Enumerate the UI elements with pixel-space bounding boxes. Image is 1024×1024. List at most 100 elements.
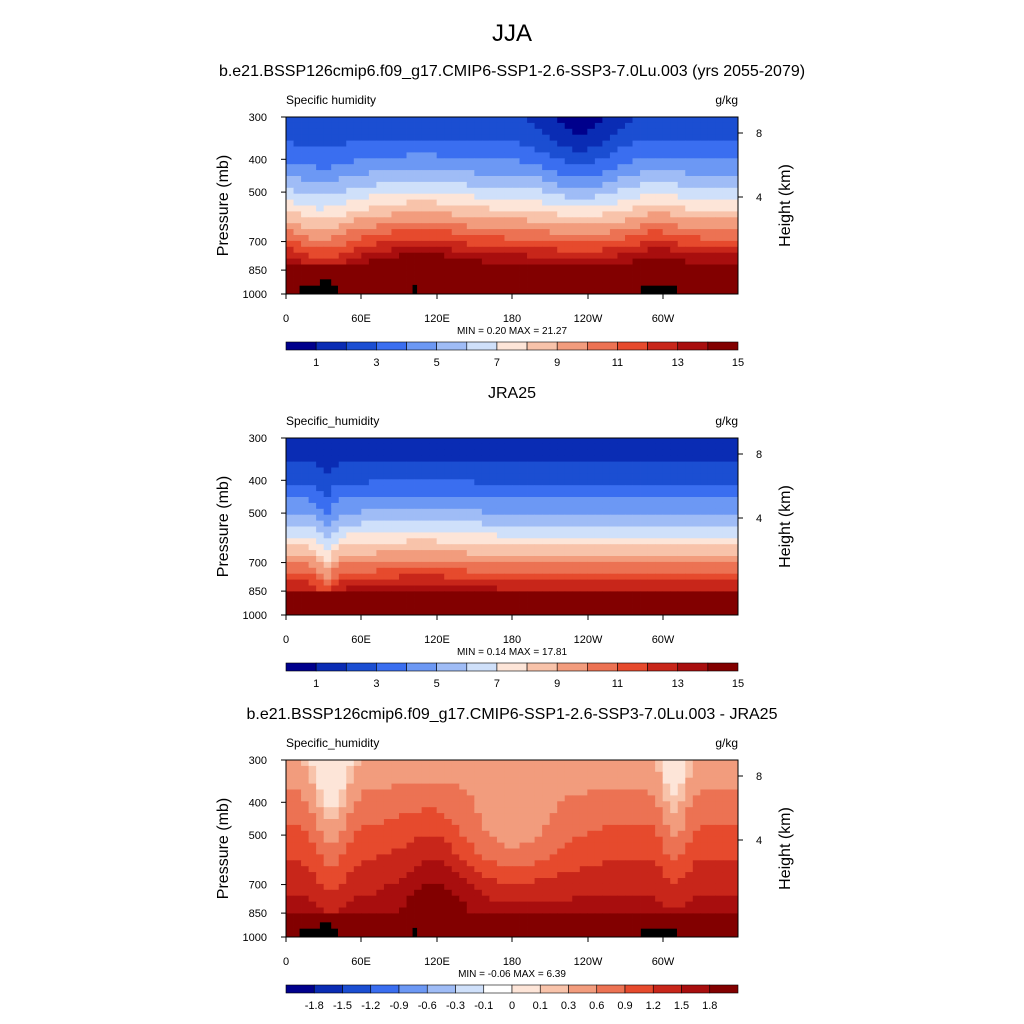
heatmap-cell xyxy=(647,199,656,206)
heatmap-cell xyxy=(308,502,317,510)
heatmap-cell xyxy=(572,252,581,259)
heatmap-cell xyxy=(444,199,453,206)
heatmap-cell xyxy=(572,597,581,604)
heatmap-cell xyxy=(459,246,468,254)
heatmap-cell xyxy=(700,508,709,516)
heatmap-cell xyxy=(609,270,618,277)
heatmap-cell xyxy=(399,170,407,177)
heatmap-cell xyxy=(301,550,309,557)
heatmap-cell xyxy=(474,455,483,462)
heatmap-cell xyxy=(474,461,483,468)
heatmap-cell xyxy=(496,223,505,230)
heatmap-cell xyxy=(436,229,445,236)
heatmap-cell xyxy=(579,556,588,563)
heatmap-cell xyxy=(504,866,513,873)
heatmap-cell xyxy=(647,807,656,814)
heatmap-cell xyxy=(429,538,438,545)
heatmap-cell xyxy=(625,288,633,295)
heatmap-cell xyxy=(429,783,438,790)
heatmap-cell xyxy=(346,187,355,195)
heatmap-cell xyxy=(308,526,317,533)
heatmap-cell xyxy=(534,567,543,575)
heatmap-cell xyxy=(625,193,633,200)
heatmap-cell xyxy=(692,193,701,200)
heatmap-cell xyxy=(338,252,347,259)
heatmap-cell xyxy=(368,288,377,295)
colorbar-swatch xyxy=(285,662,317,672)
heatmap-cell xyxy=(722,526,731,533)
heatmap-cell xyxy=(564,158,573,165)
heatmap-cell xyxy=(564,502,573,510)
heatmap-cell xyxy=(421,229,430,236)
heatmap-cell xyxy=(692,532,701,539)
heatmap-cell xyxy=(677,117,686,124)
heatmap-cell xyxy=(301,866,309,873)
heatmap-cell xyxy=(414,258,422,265)
heatmap-cell xyxy=(383,836,392,843)
heatmap-cell xyxy=(655,229,664,236)
heatmap-cell xyxy=(338,199,347,206)
heatmap-cell xyxy=(293,532,302,539)
heatmap-cell xyxy=(368,789,377,796)
heatmap-cell xyxy=(602,544,611,551)
heatmap-cell xyxy=(361,854,370,861)
heatmap-cell xyxy=(722,146,731,153)
heatmap-cell xyxy=(368,872,377,879)
heatmap-cell xyxy=(451,235,460,242)
panel-3-title: b.e21.BSSP126cmip6.f09_g17.CMIP6-SSP1-2.… xyxy=(246,706,778,723)
heatmap-cell xyxy=(308,567,317,575)
heatmap-cell xyxy=(594,449,603,457)
heatmap-cell xyxy=(564,176,573,183)
heatmap-cell xyxy=(594,497,603,504)
heatmap-cell xyxy=(617,473,626,480)
heatmap-cell xyxy=(670,597,679,604)
heatmap-cell xyxy=(722,152,731,159)
heatmap-cell xyxy=(579,128,588,136)
heatmap-cell xyxy=(685,878,694,885)
heatmap-cell xyxy=(286,538,294,545)
heatmap-cell xyxy=(549,479,558,486)
heatmap-cell xyxy=(286,146,294,153)
heatmap-cell xyxy=(594,455,603,462)
heatmap-cell xyxy=(383,467,392,474)
heatmap-cell xyxy=(429,532,438,539)
heatmap-cell xyxy=(451,824,460,832)
heatmap-cell xyxy=(368,199,377,206)
heatmap-cell xyxy=(338,223,347,230)
heatmap-cell xyxy=(564,842,573,849)
heatmap-cell xyxy=(625,813,633,820)
heatmap-cell xyxy=(632,508,641,516)
heatmap-cell xyxy=(707,842,716,849)
heatmap-cell xyxy=(316,597,325,604)
heatmap-cell xyxy=(655,567,664,575)
heatmap-cell xyxy=(512,854,520,861)
heatmap-cell xyxy=(700,860,709,867)
heatmap-cell xyxy=(331,777,340,784)
heatmap-cell xyxy=(489,801,498,808)
heatmap-cell xyxy=(534,235,543,242)
heatmap-cell xyxy=(557,164,566,171)
heatmap-cell xyxy=(391,813,400,820)
heatmap-cell xyxy=(542,795,551,802)
heatmap-cell xyxy=(685,258,694,265)
heatmap-cell xyxy=(466,199,475,206)
heatmap-cell xyxy=(474,866,483,873)
heatmap-cell xyxy=(338,461,347,468)
heatmap-cell xyxy=(391,538,400,545)
heatmap-cell xyxy=(504,467,513,474)
heatmap-cell xyxy=(391,246,400,254)
heatmap-cell xyxy=(692,240,701,248)
heatmap-cell xyxy=(677,467,686,474)
heatmap-cell xyxy=(542,807,551,814)
heatmap-cell xyxy=(361,585,370,592)
heatmap-cell xyxy=(549,229,558,236)
heatmap-cell xyxy=(662,152,671,159)
heatmap-cell xyxy=(662,860,671,867)
heatmap-cell xyxy=(534,520,543,527)
heatmap-cell xyxy=(504,258,513,265)
heatmap-cell xyxy=(459,229,468,236)
heatmap-cell xyxy=(662,801,671,808)
heatmap-cell xyxy=(421,158,430,165)
heatmap-cell xyxy=(323,795,332,802)
heatmap-cell xyxy=(587,128,596,136)
